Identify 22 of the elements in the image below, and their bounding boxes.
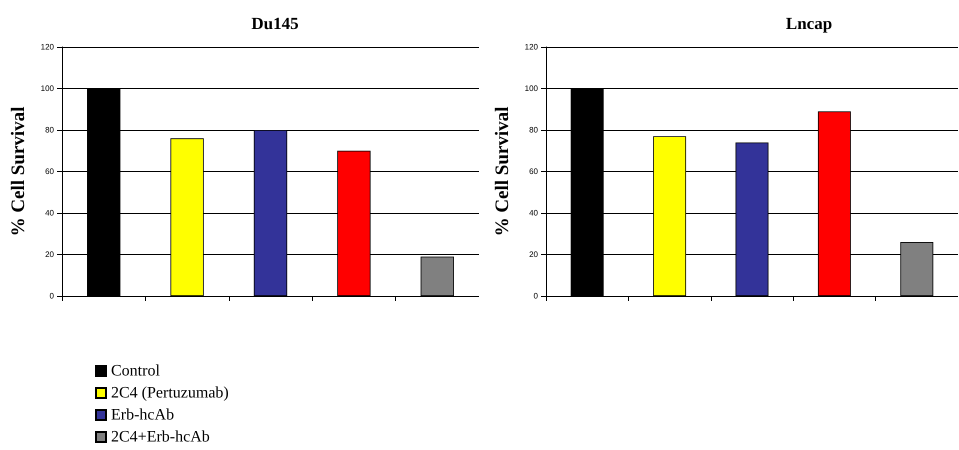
legend-label: Erb-hcAb xyxy=(111,406,174,424)
y-tick-label: 100 xyxy=(524,84,539,93)
chart-title: Du145 xyxy=(251,14,299,33)
y-axis-title: % Cell Survival xyxy=(8,106,29,236)
y-tick-label: 60 xyxy=(45,167,55,176)
legend-label: 2C4+Erb-hcAb xyxy=(111,428,210,446)
y-tick-label: 40 xyxy=(529,208,539,218)
chart-title: Lncap xyxy=(786,14,832,33)
y-tick-label: 0 xyxy=(534,292,539,300)
y-tick-label: 0 xyxy=(50,292,55,300)
legend-label: Control xyxy=(111,362,160,380)
y-tick-label: 80 xyxy=(45,126,55,134)
y-tick-label: 120 xyxy=(524,42,539,52)
y-tick-label: 60 xyxy=(529,167,539,176)
y-tick-label: 100 xyxy=(40,84,55,93)
y-tick-label: 20 xyxy=(529,250,539,259)
y-tick-label: 20 xyxy=(45,250,55,259)
y-tick-label: 120 xyxy=(40,42,55,52)
y-tick-label: 40 xyxy=(45,208,55,218)
y-axis-title: % Cell Survival xyxy=(492,106,513,236)
legend-label: 2C4 (Pertuzumab) xyxy=(111,384,229,402)
y-tick-label: 80 xyxy=(529,126,539,134)
